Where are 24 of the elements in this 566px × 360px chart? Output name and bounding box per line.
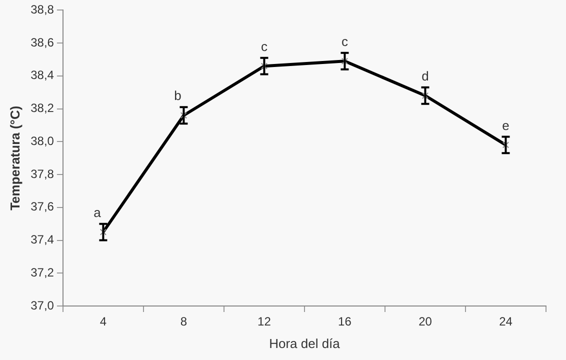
y-tick-label: 37,6 [30,200,54,214]
x-tick-label: 12 [258,314,272,329]
y-tick-label: 37,2 [30,265,54,280]
annotation: e [502,118,510,133]
y-axis-title: Temperatura (°C) [7,106,22,210]
y-tick-label: 38,0 [30,134,54,148]
y-tick-label: 37,4 [30,232,54,247]
annotation: d [422,68,429,84]
y-tick-label: 38,6 [30,35,54,50]
annotation: c [341,34,348,50]
y-tick-label: 38,2 [30,101,54,116]
x-tick-label: 24 [499,314,513,329]
annotation: a [94,204,102,220]
y-tick-label: 37,8 [30,166,54,181]
x-tick-label: 4 [100,314,107,329]
annotation: b [174,88,182,104]
x-tick-label: 8 [180,314,188,329]
x-tick-label: 20 [418,314,432,329]
y-tick-label: 38,8 [30,2,54,17]
y-tick-label: 38,4 [30,68,54,82]
y-tick-label: 37,0 [30,298,54,312]
annotation: c [260,38,268,54]
x-axis-title: Hora del día [269,336,341,351]
x-tick-label: 16 [338,314,352,329]
